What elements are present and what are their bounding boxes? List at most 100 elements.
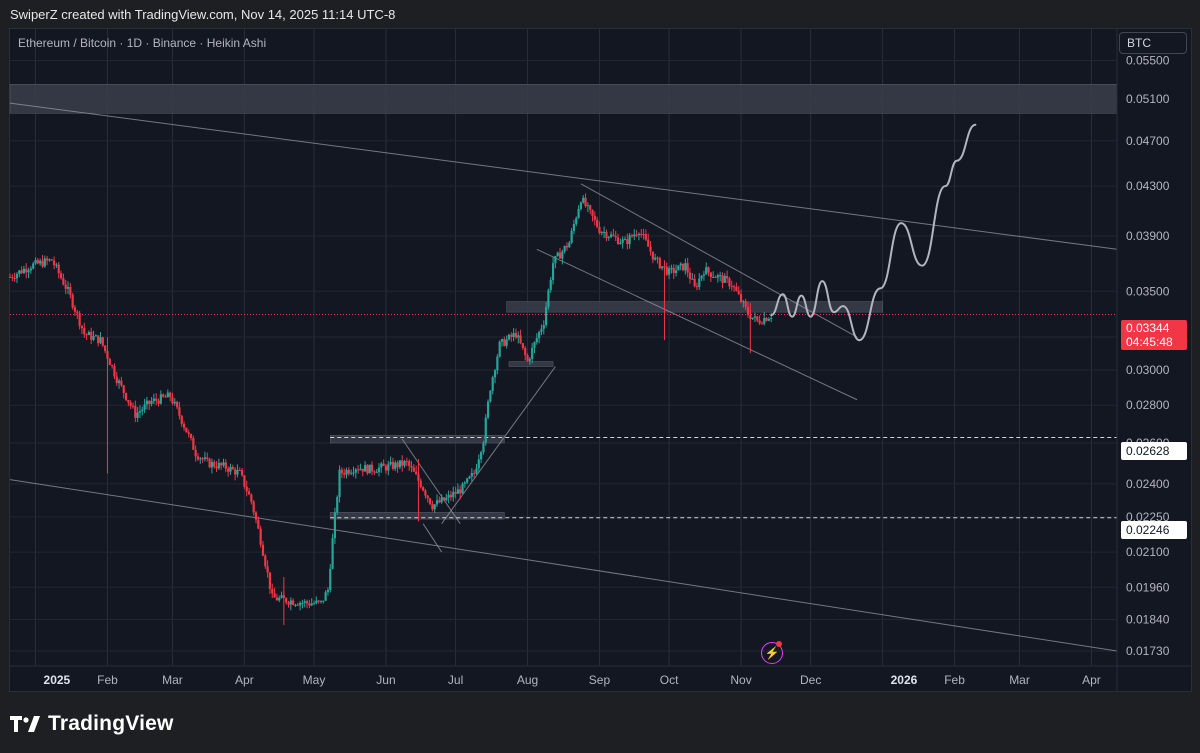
candle-body [612, 234, 615, 237]
candle-body [194, 449, 197, 457]
candle-body [319, 600, 323, 602]
candle-body [746, 306, 750, 315]
candle-body [449, 494, 453, 498]
symbol-title[interactable]: Ethereum / Bitcoin · 1D · Binance · Heik… [18, 36, 267, 50]
candle-body [500, 339, 504, 342]
candle-body [435, 500, 439, 505]
candle-body [398, 460, 401, 468]
candle-body [229, 466, 232, 472]
candle-body [691, 278, 694, 280]
x-tick-label: Oct [660, 673, 679, 687]
candle-body [55, 264, 58, 266]
candle-body [716, 275, 719, 278]
candle-body [565, 245, 569, 248]
candle-body [635, 234, 638, 236]
candle-body [452, 492, 455, 498]
candle-body [43, 258, 46, 267]
range-bottom-zone [330, 512, 505, 520]
candle-body [350, 472, 353, 474]
candle-body [338, 469, 341, 498]
candle-body [579, 202, 583, 209]
candle-body [531, 347, 534, 359]
currency-selector[interactable]: BTC [1119, 32, 1187, 54]
candle-body [192, 438, 195, 450]
candle-body [461, 483, 464, 494]
y-tick-label: 0.02100 [1126, 545, 1170, 559]
candle-body [542, 325, 545, 329]
candle-body [162, 394, 165, 397]
x-tick-label: Mar [1009, 673, 1030, 687]
candle-body [391, 461, 395, 469]
candle-body [551, 263, 555, 280]
candle-body [760, 323, 764, 325]
candle-body [742, 301, 745, 303]
candle-body [424, 490, 427, 496]
candle-body [408, 461, 411, 466]
price-axis: 0.05500 0.05100 0.04700 0.04300 0.03900 0.035… [1116, 29, 1170, 692]
candle-body [57, 264, 60, 274]
candle-body [59, 273, 63, 279]
y-tick-label: 0.01730 [1126, 644, 1170, 658]
candle-body [593, 215, 596, 220]
candle-body [36, 259, 39, 264]
candle-body [644, 234, 647, 240]
candle-body [231, 466, 234, 470]
candle-body [732, 286, 736, 288]
candle-body [535, 338, 538, 343]
candle-body [8, 276, 12, 278]
candle-body [185, 427, 188, 433]
candle-body [352, 472, 355, 474]
candle-body [753, 316, 757, 318]
candle-body [99, 337, 102, 344]
candle-body [78, 312, 81, 326]
candle-body [46, 258, 49, 261]
candle-body [528, 358, 531, 361]
candle-body [549, 279, 552, 291]
candle-body [667, 268, 671, 275]
x-tick-label: Nov [730, 673, 751, 687]
candle-body [621, 239, 624, 243]
candle-body [419, 480, 422, 488]
candle-body [445, 497, 448, 501]
candle-body [431, 504, 434, 510]
candle-body [39, 260, 42, 264]
candle-body [243, 475, 246, 487]
price-tag-upper-level: 0.02628 [1121, 442, 1187, 460]
candle-body [363, 465, 367, 472]
candle-body [97, 335, 100, 344]
candle-body [227, 468, 230, 472]
candle-body [150, 401, 153, 404]
chart-candles [8, 193, 773, 626]
lightning-bolt-icon[interactable]: ⚡ [761, 642, 783, 664]
candle-body [721, 275, 724, 283]
candle-body [201, 458, 204, 460]
candle-body [124, 392, 128, 401]
candle-body [763, 318, 766, 324]
candle-body [329, 568, 332, 590]
price-tag-last: 0.03344 04:45:48 [1121, 320, 1187, 350]
candle-body [526, 355, 529, 361]
y-tick-label: 0.03000 [1126, 363, 1170, 377]
candle-body [155, 398, 158, 401]
y-tick-label: 0.04700 [1126, 134, 1170, 148]
breakout-retest-zone [506, 301, 883, 313]
candle-body [315, 600, 318, 604]
candle-body [558, 252, 562, 259]
wedge-upper-line [580, 183, 858, 338]
candle-body [359, 468, 362, 470]
candle-body [596, 219, 599, 227]
candle-body [735, 286, 738, 291]
candle-body [577, 209, 580, 218]
candle-body [41, 260, 44, 267]
footer-brand-text: TradingView [48, 712, 174, 735]
chart-panel[interactable] [9, 28, 1192, 692]
candle-body [280, 595, 283, 598]
flag-upper-line [401, 438, 461, 524]
candle-body [473, 473, 476, 475]
y-tick-label: 0.02250 [1126, 510, 1170, 524]
candle-body [22, 268, 26, 274]
candle-body [271, 588, 274, 594]
candle-body [493, 370, 497, 378]
candle-body [561, 251, 564, 259]
